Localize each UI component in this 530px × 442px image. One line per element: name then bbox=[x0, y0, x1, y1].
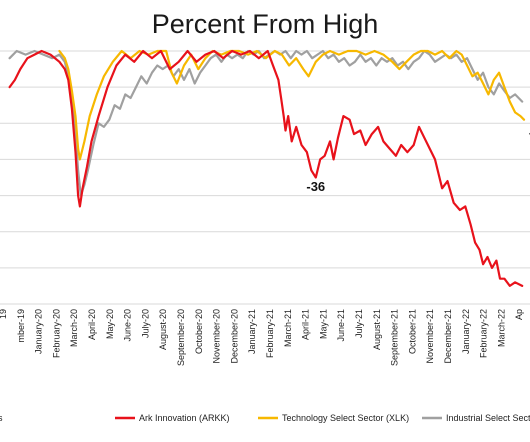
x-tick-label: March-21 bbox=[283, 309, 293, 347]
series-lines bbox=[8, 49, 526, 287]
x-tick-label: June-20 bbox=[123, 309, 133, 342]
x-tick-label: April-20 bbox=[87, 309, 97, 340]
x-tick-label: February-22 bbox=[479, 309, 489, 358]
x-tick-label: 19 bbox=[0, 309, 8, 319]
x-tick-label: May-21 bbox=[318, 309, 328, 339]
x-tick-label: January-20 bbox=[34, 309, 44, 354]
x-tick-label: December-20 bbox=[229, 309, 239, 364]
annotations: -36 -2 bbox=[306, 125, 530, 194]
x-axis-tick-labels: 19 mber-19 January-20 February-20 March-20 Ap… bbox=[0, 309, 524, 366]
legend-label-tech: Technology Select Sector (XLK) bbox=[282, 413, 409, 423]
legend: s Ark Innovation (ARKK) Technology Selec… bbox=[0, 413, 530, 423]
series-line bbox=[8, 49, 524, 287]
x-tick-label: May-20 bbox=[105, 309, 115, 339]
x-tick-label: December-21 bbox=[443, 309, 453, 364]
x-tick-label: November-21 bbox=[425, 309, 435, 364]
x-tick-label: August-20 bbox=[158, 309, 168, 350]
x-tick-label: November-20 bbox=[212, 309, 222, 364]
x-tick-label: September-20 bbox=[176, 309, 186, 366]
x-tick-label: July-21 bbox=[354, 309, 364, 338]
legend-partial-text: s bbox=[0, 413, 3, 423]
x-tick-label: April-21 bbox=[301, 309, 311, 340]
x-tick-label: February-20 bbox=[51, 309, 61, 358]
legend-label-ark: Ark Innovation (ARKK) bbox=[139, 413, 230, 423]
chart-title: Percent From High bbox=[152, 9, 379, 39]
x-tick-label: January-21 bbox=[247, 309, 257, 354]
annotation-label: -2 bbox=[529, 125, 530, 140]
x-tick-label: September-21 bbox=[390, 309, 400, 366]
x-tick-label: June-21 bbox=[336, 309, 346, 342]
x-tick-label: Ap bbox=[514, 309, 524, 320]
x-tick-label: mber-19 bbox=[16, 309, 26, 343]
x-tick-label: October-21 bbox=[407, 309, 417, 354]
x-tick-label: August-21 bbox=[372, 309, 382, 350]
x-tick-label: March-22 bbox=[496, 309, 506, 347]
x-tick-label: February-21 bbox=[265, 309, 275, 358]
x-tick-label: July-20 bbox=[140, 309, 150, 338]
legend-label-industrial: Industrial Select Sector (XLI) bbox=[446, 413, 530, 423]
x-tick-label: October-20 bbox=[194, 309, 204, 354]
annotation-label: -36 bbox=[306, 179, 325, 194]
x-tick-label: January-22 bbox=[461, 309, 471, 354]
x-tick-label: March-20 bbox=[69, 309, 79, 347]
series-line bbox=[58, 49, 526, 161]
